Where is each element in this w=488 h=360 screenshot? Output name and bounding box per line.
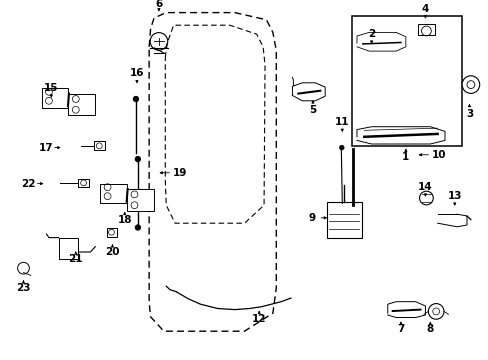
Bar <box>41 88 68 108</box>
Text: 22: 22 <box>21 179 36 189</box>
Text: 15: 15 <box>44 83 59 93</box>
Text: 20: 20 <box>105 247 120 257</box>
Text: 13: 13 <box>447 191 461 201</box>
Bar <box>351 16 461 146</box>
Bar <box>100 184 127 203</box>
Text: 14: 14 <box>417 182 432 192</box>
Polygon shape <box>387 302 425 318</box>
Text: 18: 18 <box>117 215 132 225</box>
Circle shape <box>461 76 479 93</box>
Text: 5: 5 <box>309 105 316 115</box>
Polygon shape <box>356 32 405 51</box>
Circle shape <box>419 191 432 205</box>
Text: 10: 10 <box>431 150 446 160</box>
Bar <box>106 228 117 237</box>
Circle shape <box>135 225 140 230</box>
Circle shape <box>18 262 29 274</box>
Polygon shape <box>356 127 444 144</box>
Circle shape <box>339 146 343 149</box>
Bar <box>326 202 361 238</box>
Text: 21: 21 <box>68 254 83 264</box>
Bar <box>417 24 434 35</box>
Text: 6: 6 <box>155 0 162 9</box>
Text: 23: 23 <box>16 283 31 293</box>
Text: 3: 3 <box>465 109 472 119</box>
Text: 2: 2 <box>367 29 374 39</box>
Bar <box>127 189 154 211</box>
Text: 19: 19 <box>172 168 187 178</box>
Text: 4: 4 <box>421 4 428 14</box>
Polygon shape <box>292 83 325 101</box>
Text: 1: 1 <box>402 152 408 162</box>
Circle shape <box>427 303 443 319</box>
Text: 16: 16 <box>129 68 144 78</box>
Bar <box>68 94 95 115</box>
Bar <box>78 179 89 187</box>
Circle shape <box>135 157 140 162</box>
Text: 12: 12 <box>251 314 266 324</box>
Text: 8: 8 <box>426 324 433 334</box>
Text: 11: 11 <box>334 117 349 127</box>
Text: 17: 17 <box>39 143 53 153</box>
Bar <box>94 141 104 150</box>
Text: 9: 9 <box>308 213 315 223</box>
Circle shape <box>133 96 138 102</box>
Text: 7: 7 <box>396 324 404 334</box>
Bar <box>59 238 78 259</box>
